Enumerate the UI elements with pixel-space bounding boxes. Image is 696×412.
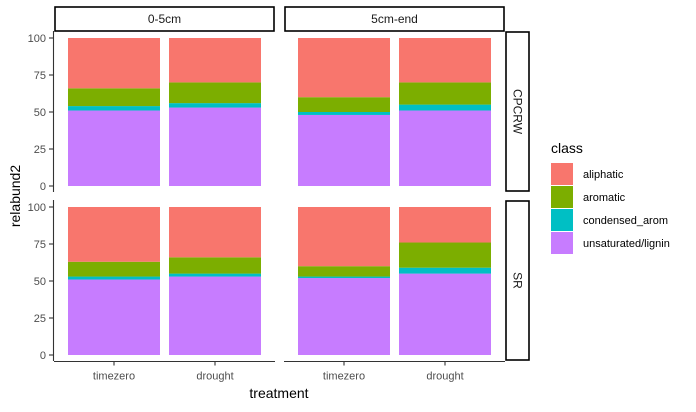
bar-segment-CPCRW-5cm-end-timezero-aromatic bbox=[298, 97, 390, 112]
facet-strip-CPCRW bbox=[505, 31, 530, 192]
bar-segment-CPCRW-0-5cm-timezero-condensed_arom bbox=[68, 106, 160, 111]
x-tick-label-5cm-end-timezero: timezero bbox=[323, 371, 365, 383]
bar-segment-SR-0-5cm-drought-unsaturated/lignin bbox=[169, 276, 261, 355]
x-axis-title: treatment bbox=[249, 385, 308, 401]
bar-segment-SR-5cm-end-drought-aromatic bbox=[399, 242, 491, 268]
legend-title: class bbox=[551, 140, 583, 156]
facet-label-SR: SR bbox=[511, 272, 525, 289]
bar-segment-CPCRW-0-5cm-timezero-aliphatic bbox=[68, 38, 160, 89]
bar-segment-SR-5cm-end-timezero-aromatic bbox=[298, 266, 390, 277]
bar-segment-CPCRW-0-5cm-timezero-unsaturated/lignin bbox=[68, 110, 160, 186]
bar-segment-SR-0-5cm-timezero-condensed_arom bbox=[68, 276, 160, 280]
legend-label-unsaturated/lignin: unsaturated/lignin bbox=[583, 238, 670, 250]
legend-key-unsaturated/lignin bbox=[551, 232, 573, 254]
y-tick-label-SR-75: 75 bbox=[34, 239, 46, 251]
bar-segment-CPCRW-0-5cm-drought-unsaturated/lignin bbox=[169, 107, 261, 186]
x-tick-label-5cm-end-drought: drought bbox=[426, 371, 463, 383]
legend-label-aliphatic: aliphatic bbox=[583, 169, 624, 181]
bar-segment-CPCRW-0-5cm-drought-condensed_arom bbox=[169, 103, 261, 108]
bar-segment-CPCRW-5cm-end-timezero-aliphatic bbox=[298, 38, 390, 98]
bar-segment-CPCRW-5cm-end-drought-unsaturated/lignin bbox=[399, 110, 491, 186]
y-tick-label-CPCRW-75: 75 bbox=[34, 70, 46, 82]
bar-segment-CPCRW-5cm-end-drought-aliphatic bbox=[399, 38, 491, 83]
bar-segment-SR-5cm-end-timezero-aliphatic bbox=[298, 207, 390, 267]
bar-segment-SR-5cm-end-timezero-condensed_arom bbox=[298, 276, 390, 279]
bar-segment-SR-0-5cm-timezero-aliphatic bbox=[68, 207, 160, 262]
x-tick-label-0-5cm-drought: drought bbox=[196, 371, 233, 383]
bar-segment-SR-0-5cm-timezero-aromatic bbox=[68, 261, 160, 277]
y-tick-label-SR-0: 0 bbox=[40, 350, 46, 362]
bar-segment-CPCRW-5cm-end-timezero-condensed_arom bbox=[298, 112, 390, 115]
bar-segment-SR-5cm-end-drought-aliphatic bbox=[399, 207, 491, 243]
facet-strip-SR bbox=[505, 200, 530, 361]
bar-segment-CPCRW-0-5cm-timezero-aromatic bbox=[68, 88, 160, 107]
facet-label-5cm-end: 5cm-end bbox=[371, 12, 418, 26]
facet-label-0-5cm: 0-5cm bbox=[148, 12, 181, 26]
bar-segment-CPCRW-5cm-end-timezero-unsaturated/lignin bbox=[298, 114, 390, 186]
legend-key-aromatic bbox=[551, 186, 573, 208]
y-axis-title: relabund2 bbox=[7, 165, 23, 227]
y-tick-label-CPCRW-0: 0 bbox=[40, 181, 46, 193]
bar-segment-SR-5cm-end-timezero-unsaturated/lignin bbox=[298, 278, 390, 355]
bar-segment-CPCRW-0-5cm-drought-aromatic bbox=[169, 82, 261, 104]
y-tick-label-SR-25: 25 bbox=[34, 313, 46, 325]
legend-label-aromatic: aromatic bbox=[583, 192, 626, 204]
bar-segment-CPCRW-5cm-end-drought-aromatic bbox=[399, 82, 491, 105]
bar-segment-SR-0-5cm-drought-condensed_arom bbox=[169, 273, 261, 277]
bar-segment-SR-0-5cm-drought-aliphatic bbox=[169, 207, 261, 258]
bar-segment-CPCRW-0-5cm-drought-aliphatic bbox=[169, 38, 261, 83]
facet-strip-5cm-end bbox=[284, 6, 505, 32]
bar-segment-SR-5cm-end-drought-unsaturated/lignin bbox=[399, 273, 491, 355]
x-tick-label-0-5cm-timezero: timezero bbox=[93, 371, 135, 383]
y-tick-label-CPCRW-100: 100 bbox=[28, 33, 46, 45]
bar-segment-SR-0-5cm-drought-aromatic bbox=[169, 257, 261, 274]
legend-key-condensed_arom bbox=[551, 209, 573, 231]
legend-label-condensed_arom: condensed_arom bbox=[583, 215, 668, 227]
facet-label-CPCRW: CPCRW bbox=[511, 89, 525, 135]
y-tick-label-SR-100: 100 bbox=[28, 202, 46, 214]
facet-strip-0-5cm bbox=[54, 6, 275, 32]
y-tick-label-SR-50: 50 bbox=[34, 276, 46, 288]
y-tick-label-CPCRW-50: 50 bbox=[34, 107, 46, 119]
bar-segment-CPCRW-5cm-end-drought-condensed_arom bbox=[399, 104, 491, 111]
legend-key-aliphatic bbox=[551, 163, 573, 185]
y-tick-label-CPCRW-25: 25 bbox=[34, 144, 46, 156]
bar-segment-SR-0-5cm-timezero-unsaturated/lignin bbox=[68, 279, 160, 355]
bar-segment-SR-5cm-end-drought-condensed_arom bbox=[399, 267, 491, 274]
